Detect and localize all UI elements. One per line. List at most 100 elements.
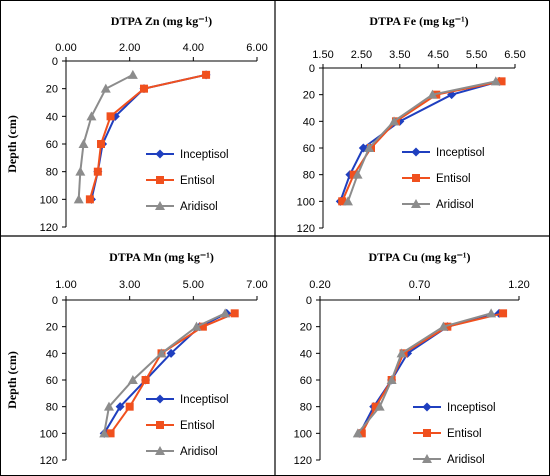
series-line-entisol bbox=[341, 80, 502, 202]
data-point bbox=[85, 195, 94, 204]
data-point bbox=[115, 402, 125, 412]
data-point bbox=[438, 321, 449, 331]
data-point bbox=[499, 309, 508, 318]
y-tick-label: 40 bbox=[46, 348, 58, 360]
series-line-inceptisol bbox=[339, 80, 500, 202]
x-tick-label: 5.00 bbox=[183, 279, 204, 291]
chart-title: DTPA Mn (mg kg⁻¹) bbox=[109, 250, 214, 264]
chart-panel-2: DTPA Fe (mg kg⁻¹) 1.50 2.50 3.50 4.50 5.50 6.5… bbox=[297, 14, 526, 235]
data-point bbox=[125, 402, 134, 411]
series-line-aridisol bbox=[103, 312, 226, 434]
data-point bbox=[202, 70, 211, 79]
data-point bbox=[352, 169, 363, 179]
data-point bbox=[156, 348, 167, 358]
data-point bbox=[97, 140, 106, 148]
series-inceptisol bbox=[335, 76, 505, 206]
y-tick-label: 60 bbox=[46, 139, 58, 151]
y-tick-label: 80 bbox=[46, 167, 58, 179]
y-axis-label: Depth (cm) bbox=[5, 351, 19, 409]
data-point bbox=[141, 376, 150, 384]
y-tick-label: 120 bbox=[297, 223, 315, 235]
data-point bbox=[374, 401, 385, 411]
series-inceptisol bbox=[99, 308, 232, 438]
legend-label: Aridisol bbox=[447, 454, 485, 466]
data-point bbox=[357, 429, 366, 438]
y-tick-label: 100 bbox=[297, 196, 315, 208]
y-tick-label: 60 bbox=[46, 375, 58, 387]
series-line-aridisol bbox=[357, 312, 492, 434]
y-tick-label: 20 bbox=[300, 322, 312, 334]
y-tick-label: 20 bbox=[303, 90, 315, 102]
x-tick-label: 1.00 bbox=[55, 279, 76, 291]
y-tick-label: 0 bbox=[52, 295, 58, 307]
legend-label: Entisol bbox=[447, 428, 482, 440]
data-point bbox=[103, 401, 114, 411]
series-line-entisol bbox=[88, 73, 207, 200]
legend-label: Inceptisol bbox=[180, 149, 229, 161]
x-tick-label: 5.50 bbox=[466, 49, 487, 61]
series-aridisol bbox=[352, 308, 497, 438]
legend-item-entisol: Entisol bbox=[146, 420, 215, 432]
y-tick-label: 0 bbox=[52, 56, 58, 68]
series-line-aridisol bbox=[77, 73, 134, 200]
data-point bbox=[349, 170, 358, 179]
y-tick-label: 0 bbox=[309, 63, 315, 75]
series-entisol bbox=[338, 77, 506, 206]
legend-item-inceptisol: Inceptisol bbox=[413, 402, 496, 414]
x-tick-label: 3.50 bbox=[389, 49, 410, 61]
series-aridisol bbox=[73, 69, 138, 204]
data-point bbox=[396, 348, 407, 358]
data-point bbox=[106, 112, 115, 121]
x-tick-label: 0.00 bbox=[55, 42, 76, 54]
legend-label: Aridisol bbox=[436, 199, 474, 211]
data-point bbox=[220, 308, 231, 318]
series-inceptisol bbox=[355, 308, 504, 438]
x-tick-label: 1.50 bbox=[312, 49, 333, 61]
legend-item-entisol: Entisol bbox=[413, 428, 482, 440]
x-tick-label: 2.50 bbox=[351, 49, 372, 61]
data-point bbox=[389, 116, 400, 126]
data-point bbox=[364, 143, 375, 152]
data-point bbox=[486, 308, 497, 318]
series-line-entisol bbox=[360, 312, 504, 434]
x-tick-label: 4.50 bbox=[427, 49, 448, 61]
data-point bbox=[386, 375, 397, 384]
legend-marker bbox=[412, 174, 420, 182]
legend-marker bbox=[156, 421, 164, 429]
legend-marker bbox=[155, 394, 165, 404]
legend-item-aridisol: Aridisol bbox=[146, 201, 218, 213]
series-line-aridisol bbox=[347, 80, 497, 202]
chart-title: DTPA Cu (mg kg⁻¹) bbox=[368, 250, 470, 264]
legend-marker bbox=[423, 429, 431, 437]
data-point bbox=[198, 322, 207, 331]
x-tick-label: 3.00 bbox=[119, 279, 140, 291]
y-axis-label: Depth (cm) bbox=[5, 115, 19, 173]
data-point bbox=[342, 196, 353, 206]
y-tick-label: 80 bbox=[303, 170, 315, 182]
y-tick-label: 60 bbox=[303, 143, 315, 155]
legend-label: Aridisol bbox=[180, 201, 218, 213]
legend-item-inceptisol: Inceptisol bbox=[402, 147, 485, 159]
x-tick-label: 0.20 bbox=[309, 279, 330, 291]
x-tick-label: 6.00 bbox=[246, 42, 267, 54]
data-point bbox=[497, 77, 506, 86]
legend-marker bbox=[156, 176, 164, 184]
series-aridisol bbox=[99, 308, 231, 438]
data-point bbox=[127, 375, 138, 384]
legend-marker bbox=[155, 201, 165, 210]
y-tick-label: 100 bbox=[40, 194, 58, 206]
legend-marker bbox=[422, 454, 432, 463]
legend-label: Inceptisol bbox=[447, 402, 496, 414]
legend-item-entisol: Entisol bbox=[402, 173, 471, 185]
data-point bbox=[371, 402, 380, 411]
legend-item-inceptisol: Inceptisol bbox=[146, 394, 229, 406]
chart-panel-1: DTPA Zn (mg kg⁻¹) 0.00 2.00 4.00 6.00 0 20 40 60… bbox=[5, 14, 268, 234]
x-tick-label: 4.00 bbox=[183, 42, 204, 54]
legend-marker bbox=[411, 199, 421, 208]
legend-marker bbox=[155, 446, 165, 455]
legend-item-entisol: Entisol bbox=[146, 175, 215, 187]
y-tick-label: 100 bbox=[294, 428, 312, 440]
y-tick-label: 80 bbox=[300, 402, 312, 414]
data-point bbox=[127, 69, 138, 79]
